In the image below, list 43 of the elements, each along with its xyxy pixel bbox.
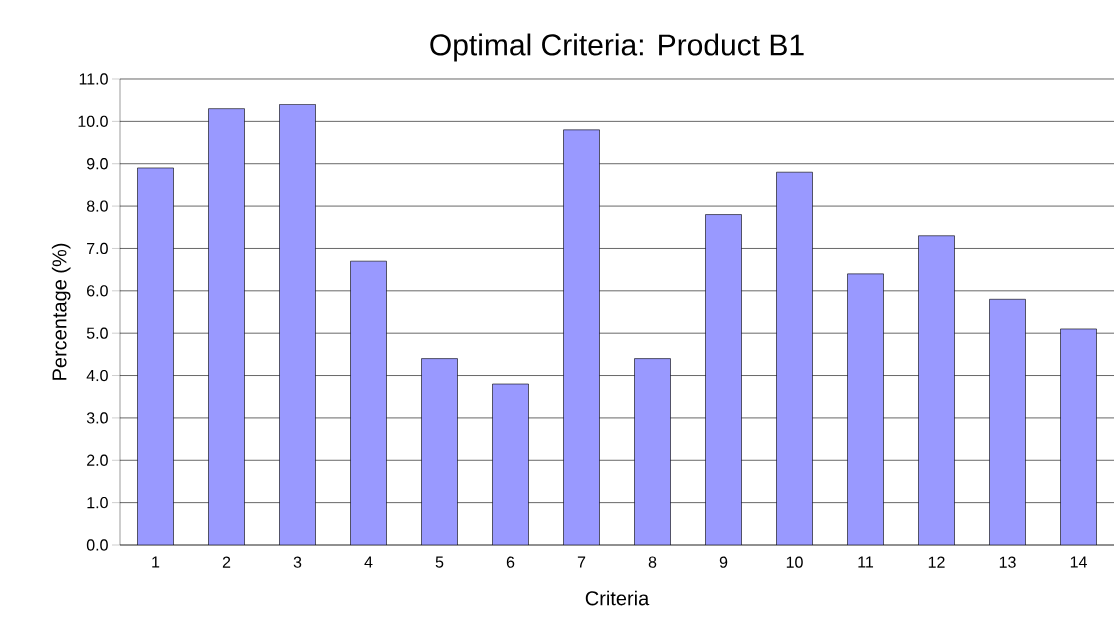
y-tick-label: 9.0 [86, 158, 108, 170]
y-tick-label: 5.0 [86, 327, 108, 339]
y-axis-title: Percentage (%) [51, 243, 71, 380]
bar [492, 383, 529, 545]
x-tick-label: 2 [222, 556, 231, 568]
y-tick-label: 7.0 [87, 242, 108, 255]
x-tick-label: 8 [648, 556, 657, 568]
x-axis-title: Criteria [585, 590, 650, 606]
x-tick-label: 11 [858, 556, 874, 568]
bar [279, 104, 316, 545]
bar [989, 298, 1026, 545]
x-tick-label: 7 [577, 556, 586, 568]
y-tick-label: 4.0 [86, 369, 108, 382]
x-tick-label: 14 [1070, 556, 1087, 568]
bar [634, 358, 671, 545]
y-tick-label: 1.0 [87, 496, 108, 509]
bar [847, 273, 884, 545]
x-tick-label: 12 [928, 556, 945, 568]
bar [563, 129, 600, 545]
x-tick-label: 1 [152, 556, 160, 568]
bar [421, 358, 458, 545]
y-tick-label: 8.0 [86, 200, 108, 212]
y-tick-label: 2.0 [87, 454, 108, 466]
y-tick-label: 0.0 [86, 539, 108, 551]
bar [776, 171, 813, 545]
y-tick-label: 11.0 [79, 73, 108, 85]
y-tick-label: 6.0 [87, 285, 108, 297]
y-tick-label: 3.0 [86, 412, 108, 424]
x-tick-label: 10 [786, 556, 803, 568]
y-tick-label: 10.0 [78, 115, 108, 128]
x-tick-label: 9 [719, 556, 728, 568]
x-tick-label: 3 [293, 556, 302, 568]
bar [350, 260, 387, 545]
x-tick-label: 6 [506, 556, 515, 568]
bar [918, 235, 955, 545]
bar [208, 108, 245, 545]
bar [137, 167, 174, 545]
bar [705, 214, 742, 545]
x-tick-label: 5 [435, 556, 444, 568]
x-tick-label: 13 [999, 556, 1016, 568]
bar [1060, 328, 1097, 545]
chart-title: Optimal Criteria: Product B1 [430, 33, 804, 62]
x-tick-label: 4 [364, 556, 373, 568]
